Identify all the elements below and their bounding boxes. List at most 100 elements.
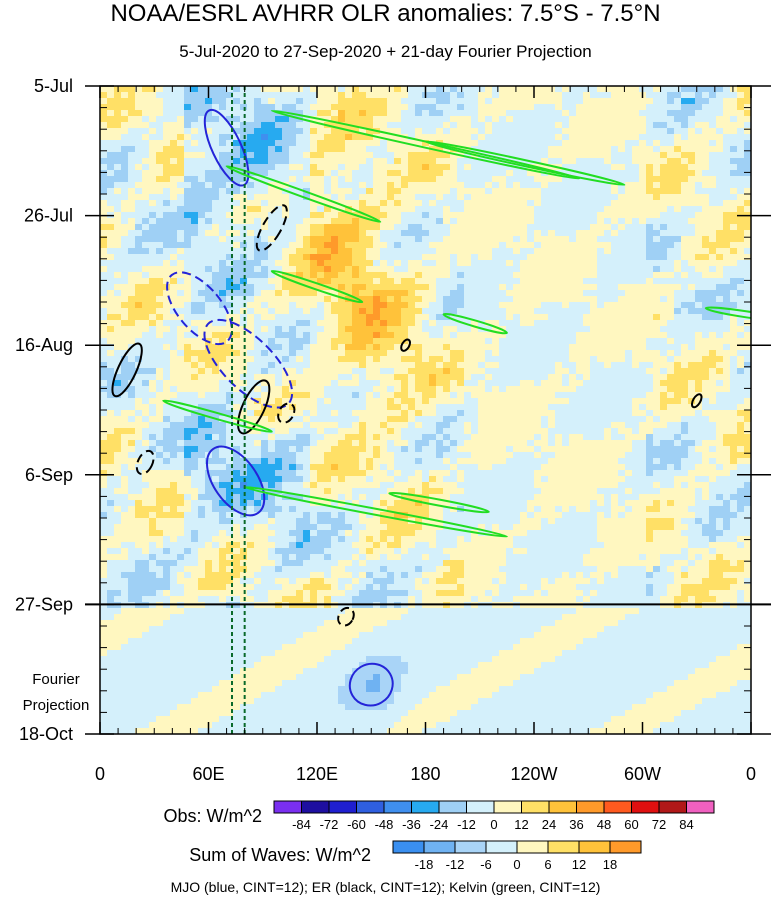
field-cell bbox=[639, 134, 647, 141]
field-cell bbox=[541, 128, 549, 135]
field-cell bbox=[135, 350, 143, 357]
field-cell bbox=[415, 320, 423, 327]
field-cell bbox=[436, 254, 444, 261]
field-cell bbox=[107, 206, 115, 213]
field-cell bbox=[184, 326, 192, 333]
field-cell bbox=[219, 116, 227, 123]
field-cell bbox=[450, 404, 458, 411]
field-cell bbox=[464, 224, 472, 231]
field-cell bbox=[338, 380, 346, 387]
field-cell bbox=[177, 104, 185, 111]
field-cell bbox=[135, 314, 143, 321]
field-cell bbox=[646, 326, 654, 333]
field-cell bbox=[128, 206, 136, 213]
field-cell bbox=[520, 92, 528, 99]
field-cell bbox=[471, 194, 479, 201]
field-cell bbox=[723, 248, 731, 255]
field-cell bbox=[730, 104, 738, 111]
field-cell bbox=[191, 356, 199, 363]
field-cell bbox=[583, 146, 591, 153]
field-cell bbox=[184, 188, 192, 195]
field-cell bbox=[478, 128, 486, 135]
field-cell bbox=[205, 380, 213, 387]
field-cell bbox=[737, 200, 745, 207]
field-cell bbox=[135, 110, 143, 117]
field-cell bbox=[660, 350, 668, 357]
field-cell bbox=[590, 356, 598, 363]
field-cell bbox=[331, 374, 339, 381]
field-cell bbox=[492, 128, 500, 135]
field-cell bbox=[345, 224, 353, 231]
field-cell bbox=[520, 374, 528, 381]
field-cell bbox=[296, 338, 304, 345]
field-cell bbox=[604, 242, 612, 249]
field-cell bbox=[527, 326, 535, 333]
field-cell bbox=[191, 104, 199, 111]
field-cell bbox=[632, 104, 640, 111]
field-cell bbox=[723, 122, 731, 129]
field-cell bbox=[177, 176, 185, 183]
field-cell bbox=[744, 128, 751, 135]
field-cell bbox=[590, 290, 598, 297]
field-cell bbox=[121, 230, 129, 237]
field-cell bbox=[198, 374, 206, 381]
field-cell bbox=[373, 236, 381, 243]
field-cell bbox=[548, 146, 556, 153]
field-cell bbox=[569, 158, 577, 165]
field-cell bbox=[478, 398, 486, 405]
field-cell bbox=[660, 278, 668, 285]
field-cell bbox=[184, 92, 192, 99]
field-cell bbox=[506, 260, 514, 267]
field-cell bbox=[387, 344, 395, 351]
field-cell bbox=[114, 254, 122, 261]
field-cell bbox=[177, 242, 185, 249]
field-cell bbox=[366, 224, 374, 231]
field-cell bbox=[674, 98, 682, 105]
field-cell bbox=[576, 314, 584, 321]
field-cell bbox=[128, 302, 136, 309]
field-cell bbox=[191, 344, 199, 351]
field-cell bbox=[695, 356, 703, 363]
field-cell bbox=[429, 368, 437, 375]
field-cell bbox=[163, 122, 171, 129]
field-cell bbox=[198, 122, 206, 129]
field-cell bbox=[520, 218, 528, 225]
field-cell bbox=[142, 326, 150, 333]
field-cell bbox=[394, 398, 402, 405]
field-cell bbox=[478, 98, 486, 105]
field-cell bbox=[303, 386, 311, 393]
field-cell bbox=[541, 206, 549, 213]
field-cell bbox=[611, 338, 619, 345]
field-cell bbox=[723, 380, 731, 387]
field-cell bbox=[534, 332, 542, 339]
field-cell bbox=[268, 404, 276, 411]
field-cell bbox=[569, 92, 577, 99]
field-cell bbox=[177, 356, 185, 363]
field-cell bbox=[121, 392, 129, 399]
field-cell bbox=[632, 194, 640, 201]
field-cell bbox=[387, 326, 395, 333]
field-cell bbox=[611, 116, 619, 123]
field-cell bbox=[534, 308, 542, 315]
field-cell bbox=[142, 110, 150, 117]
field-cell bbox=[695, 386, 703, 393]
field-cell bbox=[562, 152, 570, 159]
field-cell bbox=[646, 206, 654, 213]
field-cell bbox=[506, 134, 514, 141]
field-cell bbox=[520, 86, 528, 93]
field-cell bbox=[156, 212, 164, 219]
field-cell bbox=[100, 296, 108, 303]
field-cell bbox=[457, 392, 465, 399]
field-cell bbox=[289, 248, 297, 255]
field-cell bbox=[387, 362, 395, 369]
field-cell bbox=[464, 374, 472, 381]
field-cell bbox=[380, 98, 388, 105]
field-cell bbox=[541, 146, 549, 153]
field-cell bbox=[457, 134, 465, 141]
field-cell bbox=[583, 194, 591, 201]
field-cell bbox=[331, 152, 339, 159]
field-cell bbox=[114, 158, 122, 165]
field-cell bbox=[331, 236, 339, 243]
field-cell bbox=[667, 254, 675, 261]
field-cell bbox=[737, 86, 745, 93]
